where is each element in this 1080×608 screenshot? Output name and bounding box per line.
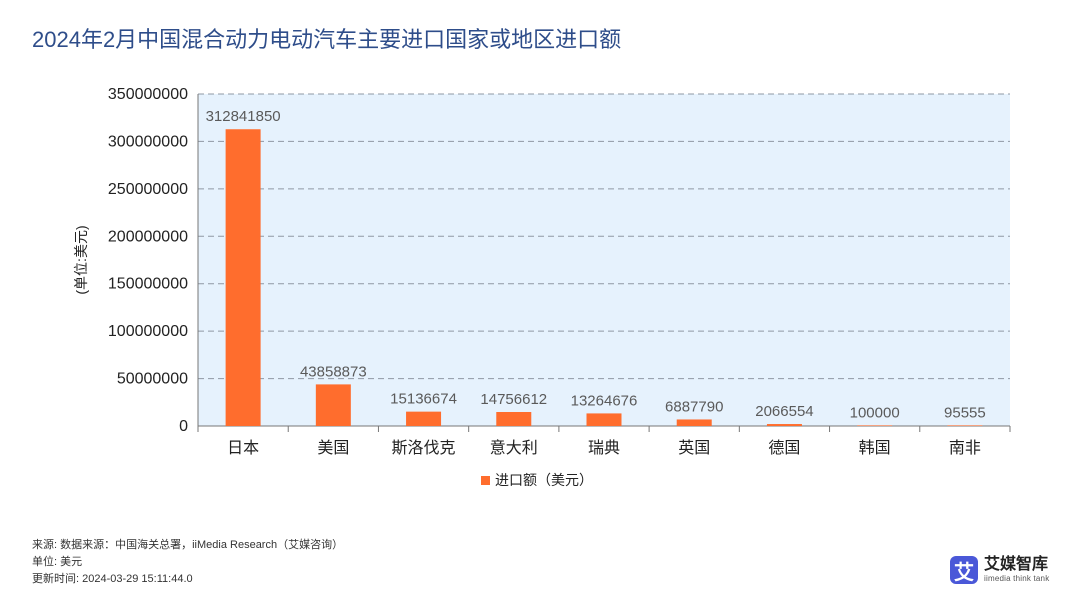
x-tick-label: 瑞典 — [588, 439, 620, 457]
y-tick-label: 200000000 — [108, 228, 188, 245]
y-tick-label: 150000000 — [108, 276, 188, 293]
bar-value-label: 14756612 — [480, 391, 547, 408]
brand-logo: 艾 艾媒智库 iimedia think tank — [950, 556, 1049, 584]
x-tick-label: 斯洛伐克 — [392, 439, 456, 457]
bar — [225, 129, 261, 426]
x-tick-label: 德国 — [768, 439, 800, 457]
chart-title: 2024年2月中国混合动力电动汽车主要进口国家或地区进口额 — [32, 27, 622, 52]
bar — [315, 384, 351, 426]
brand-name: 艾媒智库 — [984, 556, 1049, 573]
x-tick-label: 韩国 — [859, 439, 891, 457]
legend-swatch — [481, 476, 490, 485]
bar — [496, 412, 532, 426]
bar — [857, 425, 893, 426]
bar — [947, 425, 983, 426]
x-tick-label: 意大利 — [490, 438, 538, 457]
brand-mark-icon: 艾 — [950, 556, 978, 584]
plot-area — [198, 94, 1010, 426]
legend-label: 进口额（美元） — [495, 472, 593, 488]
bar-value-label: 2066554 — [755, 403, 813, 420]
update-time: 更新时间: 2024-03-29 15:11:44.0 — [32, 573, 193, 585]
y-tick-label: 250000000 — [108, 181, 188, 198]
y-tick-label: 350000000 — [108, 86, 188, 103]
unit-note: 单位: 美元 — [32, 556, 83, 568]
bar — [586, 413, 622, 426]
source-note: 来源: 数据来源：中国海关总署，iiMedia Research（艾媒咨询） — [32, 539, 344, 551]
y-tick-label: 50000000 — [117, 371, 188, 388]
bar — [406, 411, 442, 426]
bar — [676, 419, 712, 426]
bar-value-label: 95555 — [944, 404, 986, 421]
brand-subtitle: iimedia think tank — [984, 574, 1050, 583]
bar-value-label: 15136674 — [390, 391, 457, 408]
bar-value-label: 6887790 — [665, 398, 723, 415]
bar-chart: 0 50000000 100000000 150000000 200000000 2500… — [73, 86, 1011, 488]
y-axis-label: (单位:美元) — [73, 225, 89, 294]
y-tick-label: 300000000 — [108, 133, 188, 150]
y-tick-label: 100000000 — [108, 323, 188, 340]
bar-value-label: 100000 — [850, 404, 900, 421]
bar-value-label: 312841850 — [206, 108, 281, 125]
bar-value-label: 13264676 — [571, 392, 638, 409]
x-tick-label: 日本 — [227, 439, 259, 457]
bar — [766, 424, 802, 426]
y-tick-label: 0 — [179, 418, 188, 435]
footer: 来源: 数据来源：中国海关总署，iiMedia Research（艾媒咨询） 单… — [32, 538, 362, 589]
bar-value-label: 43858873 — [300, 363, 367, 380]
x-tick-label: 南非 — [949, 439, 981, 457]
x-tick-label: 英国 — [678, 439, 710, 457]
x-tick-label: 美国 — [317, 439, 349, 457]
